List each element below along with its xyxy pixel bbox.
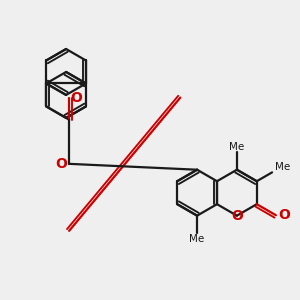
- Text: O: O: [70, 91, 83, 105]
- Text: O: O: [55, 157, 67, 171]
- Text: O: O: [278, 208, 290, 222]
- Text: Me: Me: [190, 234, 205, 244]
- Text: Me: Me: [229, 142, 244, 152]
- Text: O: O: [231, 209, 243, 223]
- Text: Me: Me: [275, 162, 290, 172]
